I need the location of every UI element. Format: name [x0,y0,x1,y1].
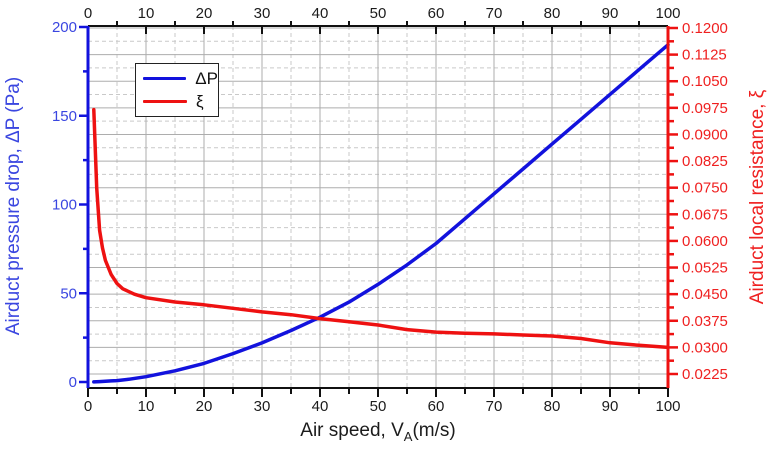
right-tick-label: 0.0300 [682,339,728,356]
xi-line-swatch [143,99,187,104]
xi-curve [92,107,670,350]
right-axis-title: Airduct local resistance, ξ [747,89,768,305]
top-tick-label: 20 [196,5,213,22]
bottom-tick-label: 90 [602,398,619,415]
top-tick-label: 80 [544,5,561,22]
legend-item-delta-p: ΔP [136,70,218,87]
legend-label-delta-p: ΔP [195,69,218,88]
right-tick-label: 0.0900 [682,126,728,143]
top-tick-label: 60 [428,5,445,22]
bottom-tick-label: 40 [312,398,329,415]
legend: ΔP ξ [135,63,219,117]
top-tick-label: 50 [370,5,387,22]
right-tick-label: 0.0225 [682,366,728,383]
bottom-tick-label: 0 [84,398,92,415]
x-axis-title-suffix: (m/s) [412,420,456,441]
left-tick-label: 50 [60,285,77,302]
left-tick-label: 200 [52,19,77,36]
left-tick-label: 100 [52,197,77,214]
bottom-tick-label: 30 [254,398,271,415]
right-tick-label: 0.1050 [682,73,728,90]
right-tick-label: 0.0600 [682,233,728,250]
right-tick-label: 0.0375 [682,313,728,330]
top-tick-label: 10 [138,5,155,22]
left-tick-label: 0 [69,374,77,391]
top-tick-label: 40 [312,5,329,22]
left-tick-label: 150 [52,108,77,125]
delta-p-line-swatch [143,76,187,81]
right-tick-label: 0.0825 [682,153,728,170]
right-tick-label: 0.0675 [682,206,728,223]
top-tick-label: 70 [486,5,503,22]
right-tick-label: 0.0525 [682,260,728,277]
legend-item-xi: ξ [136,93,218,110]
bottom-tick-label: 10 [138,398,155,415]
x-axis-title-subscript: A [403,428,413,444]
legend-label-xi: ξ [196,92,204,111]
bottom-tick-label: 50 [370,398,387,415]
x-axis-title: Air speed, VA(m/s) [88,420,668,444]
top-tick-label: 30 [254,5,271,22]
top-tick-label: 100 [655,5,680,22]
bottom-tick-label: 20 [196,398,213,415]
right-tick-label: 0.1125 [682,47,727,64]
top-tick-label: 90 [602,5,619,22]
right-tick-label: 0.0750 [682,180,728,197]
top-tick-label: 0 [84,5,92,22]
bottom-tick-label: 80 [544,398,561,415]
bottom-tick-label: 60 [428,398,445,415]
bottom-tick-label: 100 [655,398,680,415]
right-tick-label: 0.0450 [682,286,728,303]
right-tick-label: 0.1200 [682,20,728,37]
bottom-tick-label: 70 [486,398,503,415]
left-axis-title: Airduct pressure drop, ΔP (Pa) [3,76,24,336]
right-tick-label: 0.0975 [682,100,728,117]
x-axis-title-prefix: Air speed, V [300,420,404,441]
